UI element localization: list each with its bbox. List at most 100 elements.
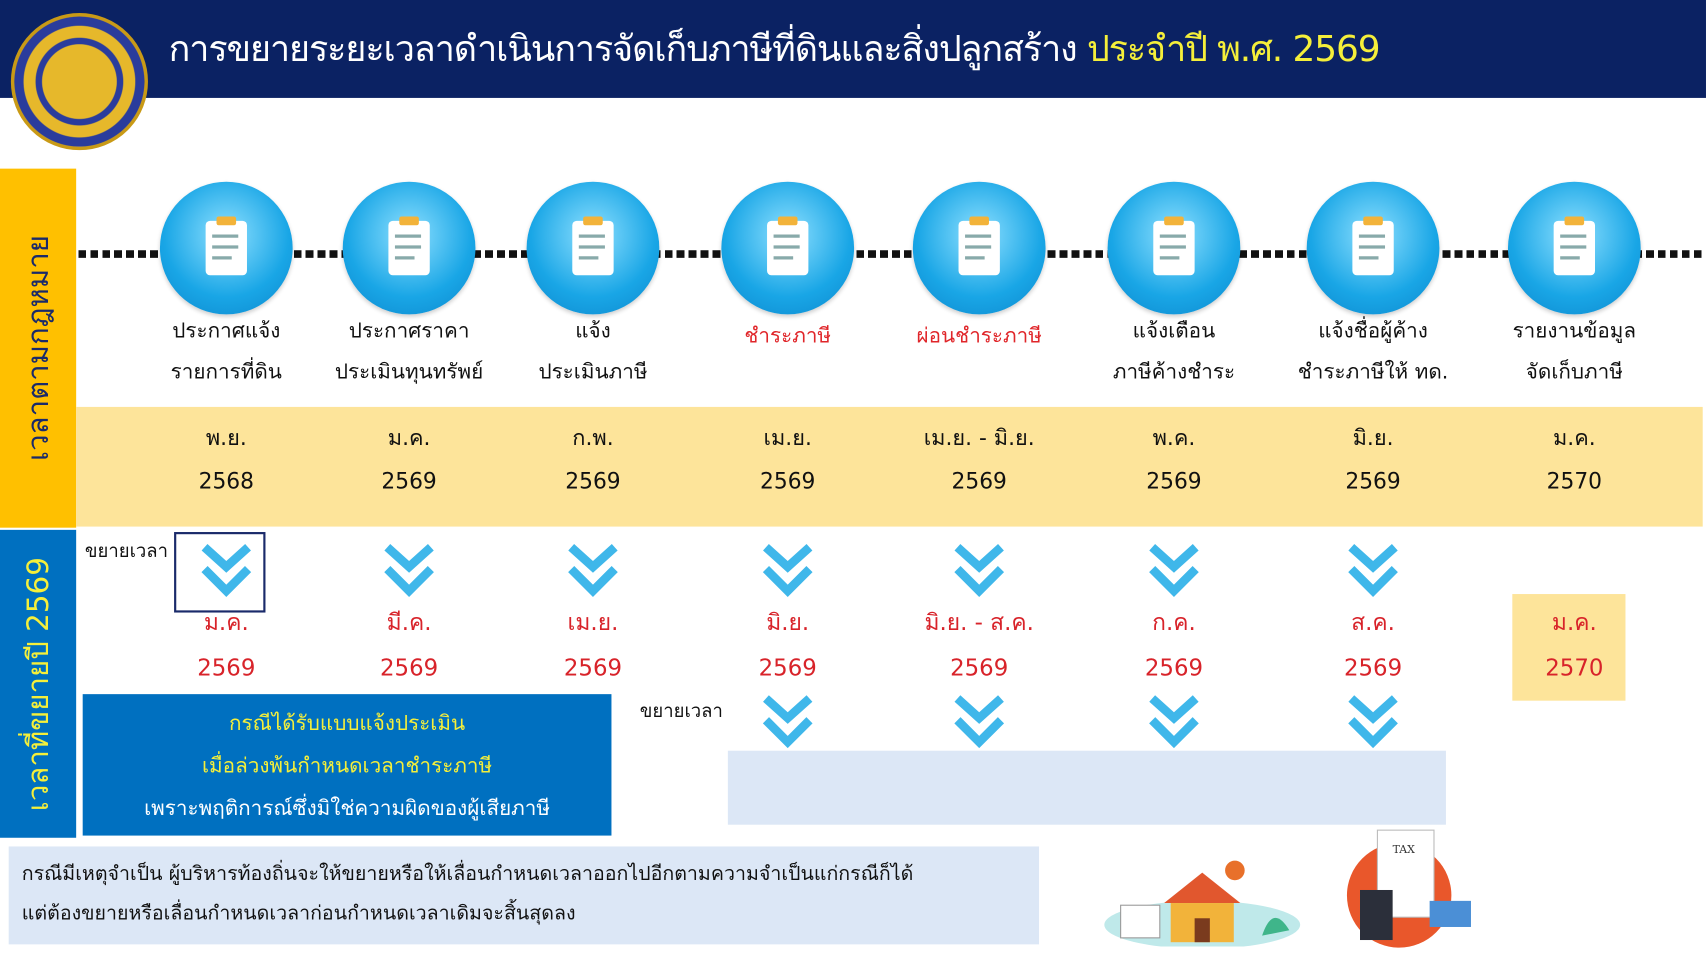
step-label-line1: ชำระภาษี xyxy=(744,324,832,349)
chevron-down-icon xyxy=(1143,541,1204,606)
title-year: ประจำปี พ.ศ. 2569 xyxy=(1086,27,1381,70)
timeline-dotted-line xyxy=(78,250,1706,258)
step-label-line1: แจ้งเตือน xyxy=(1132,318,1216,343)
chevron-down-icon xyxy=(562,541,623,606)
chevron-down-icon xyxy=(757,692,818,757)
extended-month: เม.ย. xyxy=(567,609,619,636)
extended-date: ก.ค. 2569 xyxy=(1081,599,1266,690)
legal-year: 2569 xyxy=(951,467,1007,494)
step-label-line1: ประกาศราคา xyxy=(348,318,470,343)
legal-date: มิ.ย. 2569 xyxy=(1281,416,1466,503)
extended-month: ม.ค. xyxy=(203,609,249,636)
extended-month: มี.ค. xyxy=(386,609,432,636)
legal-month: พ.ย. xyxy=(205,424,247,451)
legal-year: 2569 xyxy=(565,467,621,494)
extended-year: 2569 xyxy=(758,654,817,682)
tax-checklist-icon xyxy=(1306,181,1440,315)
header-bar: การขยายระยะเวลาดำเนินการจัดเก็บภาษีที่ดิ… xyxy=(0,0,1706,98)
extended-date: ม.ค. 2570 xyxy=(1482,599,1667,690)
extended-date: ส.ค. 2569 xyxy=(1281,599,1466,690)
extended-year: 2569 xyxy=(563,654,623,682)
legal-year: 2568 xyxy=(198,467,254,494)
highlight-box xyxy=(174,532,266,613)
note-line2: แต่ต้องขยายหรือเลื่อนกำหนดเวลาก่อนกำหนดเ… xyxy=(21,901,576,925)
extended-date: มี.ค. 2569 xyxy=(317,599,502,690)
step-label: ประกาศราคาประเมินทุนทรัพย์ xyxy=(317,310,502,393)
report-clipboard-icon xyxy=(1507,181,1641,315)
legal-date: ม.ค. 2569 xyxy=(317,416,502,503)
blue-box-line2: เมื่อล่วงพ้นกำหนดเวลาชำระภาษี xyxy=(201,753,493,778)
extend-label: ขยายเวลา xyxy=(84,540,169,563)
chevron-down-icon xyxy=(196,541,257,606)
extended-year: 2569 xyxy=(197,654,256,682)
legal-month: เม.ย. - มิ.ย. xyxy=(923,424,1035,451)
late-assessment-box: กรณีได้รับแบบแจ้งประเมิน เมื่อล่วงพ้นกำห… xyxy=(82,694,612,836)
step-label-line1: ผ่อนชำระภาษี xyxy=(916,324,1042,349)
step-label-line1: แจ้งชื่อผู้ค้าง xyxy=(1318,318,1428,343)
legal-year: 2569 xyxy=(1345,467,1401,494)
extended-date: มิ.ย. 2569 xyxy=(695,599,880,690)
chevron-down-icon xyxy=(1343,692,1404,757)
step-label-line2: ประเมินภาษี xyxy=(538,360,648,385)
extended-date: เม.ย. 2569 xyxy=(500,599,685,690)
step-label-line1: รายงานข้อมูล xyxy=(1512,318,1637,343)
note-line1: กรณีมีเหตุจำเป็น ผู้บริหารท้องถิ่นจะให้ข… xyxy=(21,862,914,886)
legal-month: ม.ค. xyxy=(387,424,431,451)
chevron-down-icon xyxy=(949,692,1010,757)
chevron-down-icon xyxy=(757,541,818,606)
legal-month: ก.พ. xyxy=(572,424,614,451)
legal-date: ม.ค. 2570 xyxy=(1482,416,1667,503)
legal-month: มิ.ย. xyxy=(1352,424,1394,451)
legal-month: พ.ค. xyxy=(1152,424,1196,451)
legal-date: ก.พ. 2569 xyxy=(500,416,685,503)
legal-dates-band xyxy=(76,406,1703,527)
title-text: การขยายระยะเวลาดำเนินการจัดเก็บภาษีที่ดิ… xyxy=(168,27,1078,70)
chevron-down-icon xyxy=(1343,541,1404,606)
tax-form-icon xyxy=(526,181,660,315)
extended-year: 2569 xyxy=(1343,654,1403,682)
legal-year: 2570 xyxy=(1546,467,1603,494)
tax-text: TAX xyxy=(1393,843,1416,856)
extended-month: ส.ค. xyxy=(1351,609,1395,636)
step-label: แจ้งประเมินภาษี xyxy=(500,310,685,393)
step-label: แจ้งชื่อผู้ค้างชำระภาษีให้ ทด. xyxy=(1281,310,1466,393)
extended-date: ม.ค. 2569 xyxy=(134,599,319,690)
step-label: ประกาศแจ้งรายการที่ดิน xyxy=(134,310,319,393)
extended-time-text: เวลาที่ขยายปี 2569 xyxy=(21,556,55,811)
extended-month: ม.ค. xyxy=(1551,609,1597,636)
extended-time-label: เวลาที่ขยายปี 2569 xyxy=(0,529,77,838)
chevron-down-icon xyxy=(949,541,1010,606)
extended-month: ก.ค. xyxy=(1152,609,1196,636)
step-label-line2: ประเมินทุนทรัพย์ xyxy=(334,360,484,385)
step-label: รายงานข้อมูลจัดเก็บภาษี xyxy=(1482,310,1667,393)
step-label-line2: ชำระภาษีให้ ทด. xyxy=(1297,360,1449,385)
duration-box xyxy=(727,750,1446,825)
step-label-line2: ภาษีค้างชำระ xyxy=(1112,360,1236,385)
blue-box-line3: เพราะพฤติการณ์ซึ่งมิใช่ความผิดของผู้เสีย… xyxy=(144,796,551,821)
legal-month: ม.ค. xyxy=(1552,424,1596,451)
department-seal-logo xyxy=(10,13,148,151)
step-label: แจ้งเตือนภาษีค้างชำระ xyxy=(1081,310,1266,393)
legal-time-label: เวลาตามกฎหมาย xyxy=(0,168,77,528)
extended-year: 2569 xyxy=(950,654,1009,682)
extended-date: มิ.ย. - ส.ค. 2569 xyxy=(887,599,1072,690)
step-label-line1: ประกาศแจ้ง xyxy=(172,318,281,343)
extended-month: มิ.ย. - ส.ค. xyxy=(924,609,1034,636)
megaphone-icon xyxy=(159,181,293,315)
step-label-line2: จัดเก็บภาษี xyxy=(1525,360,1623,385)
bell-icon xyxy=(1107,181,1241,315)
chevron-down-icon xyxy=(379,541,440,606)
step-label-line2: รายการที่ดิน xyxy=(170,360,282,385)
step-label-line1: แจ้ง xyxy=(575,318,611,343)
legal-month: เม.ย. xyxy=(763,424,812,451)
chevron-down-icon xyxy=(1143,692,1204,757)
money-bag-icon xyxy=(721,181,855,315)
coin-hand-icon xyxy=(912,181,1046,315)
legal-time-text: เวลาตามกฎหมาย xyxy=(21,235,55,462)
step-label: ผ่อนชำระภาษี xyxy=(887,316,1072,357)
legal-year: 2569 xyxy=(381,467,437,494)
extended-year: 2569 xyxy=(1144,654,1204,682)
legal-date: เม.ย. - มิ.ย. 2569 xyxy=(887,416,1072,503)
house-search-illustration xyxy=(1104,860,1301,947)
